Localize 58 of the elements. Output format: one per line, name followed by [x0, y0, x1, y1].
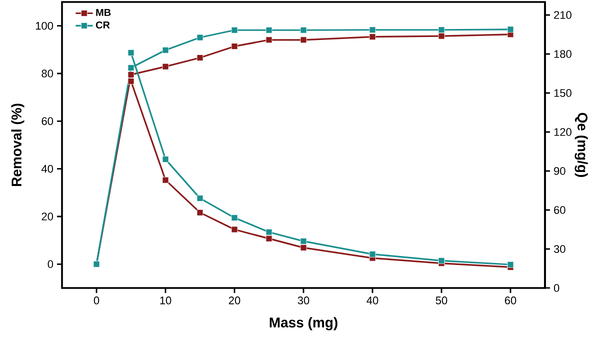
x-tick-label: 50	[436, 296, 448, 304]
x-axis-title: Mass (mg)	[270, 317, 338, 330]
point	[369, 250, 376, 258]
point	[162, 63, 169, 70]
legend-label: MB	[96, 9, 111, 16]
point	[128, 71, 134, 78]
point	[300, 244, 307, 251]
x-tick-label: 20	[228, 296, 240, 304]
point	[300, 26, 307, 34]
point	[196, 209, 204, 216]
x-tick-label: 0	[94, 296, 100, 304]
point	[162, 46, 169, 54]
y2-tick-label: 60	[554, 206, 566, 214]
y-tick-label: 60	[42, 117, 54, 126]
y2-tick-label: 150	[554, 89, 572, 97]
point	[231, 226, 238, 233]
y2-tick-label: 90	[554, 167, 566, 175]
legend-label: CR	[96, 21, 110, 29]
point	[438, 32, 445, 40]
point	[196, 54, 204, 61]
point	[231, 43, 238, 50]
y-tick-label: 40	[41, 164, 54, 173]
point	[128, 78, 134, 84]
point	[196, 195, 204, 202]
point	[507, 261, 514, 268]
point	[128, 50, 134, 56]
x-tick-label: 10	[160, 296, 172, 304]
y2-tick-label: 210	[554, 11, 572, 19]
point	[196, 34, 204, 41]
point	[300, 238, 307, 244]
point	[507, 26, 514, 33]
point	[438, 26, 445, 34]
y-axis-title: Removal (%)	[11, 104, 24, 186]
point	[266, 36, 272, 44]
point	[231, 26, 238, 34]
point	[300, 36, 307, 44]
point	[266, 235, 272, 242]
y2-tick-label: 0	[554, 284, 560, 292]
x-tick-label: 40	[366, 296, 378, 304]
point	[231, 214, 238, 221]
point	[369, 26, 376, 34]
y-tick-label: 20	[42, 212, 54, 220]
y2-tick-label: 30	[554, 245, 566, 253]
point	[162, 176, 169, 184]
y-tick-label: 80	[42, 70, 54, 78]
y-tick-label: 100	[36, 22, 54, 30]
point	[266, 228, 272, 236]
y-tick-label: 0	[48, 260, 54, 268]
point	[162, 156, 169, 162]
point	[438, 257, 445, 264]
point	[128, 64, 134, 71]
point	[369, 34, 376, 40]
x-tick-label: 60	[504, 296, 516, 304]
y2-tick-label: 120	[554, 128, 572, 136]
x-tick-label: 30	[298, 296, 310, 304]
y2-tick-label: 180	[554, 50, 572, 58]
y2-axis-title: Qe (mg/g)	[574, 112, 588, 177]
point	[266, 26, 272, 34]
